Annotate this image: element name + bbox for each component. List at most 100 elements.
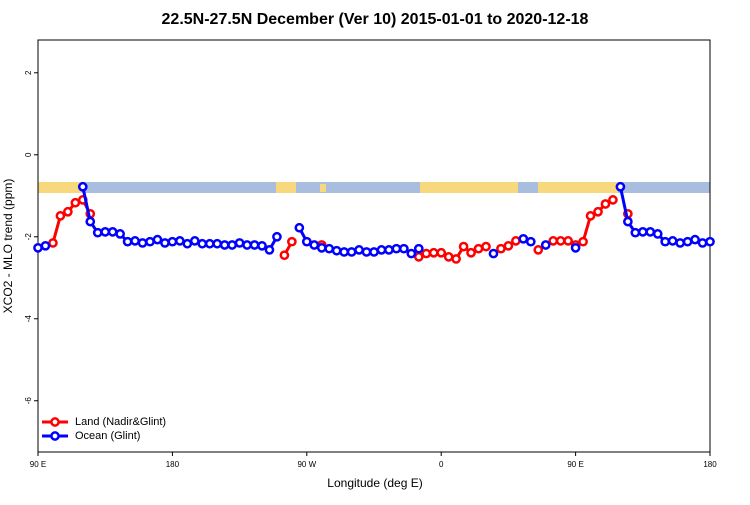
data-point (413, 252, 424, 262)
data-point (570, 242, 581, 253)
data-point (152, 234, 163, 245)
data-point (107, 227, 118, 237)
x-tick-label: 0 (439, 460, 444, 469)
data-point (458, 241, 469, 252)
data-point (705, 236, 715, 247)
data-point (361, 247, 372, 257)
x-tick-label: 180 (703, 460, 717, 469)
data-point (100, 227, 111, 237)
x-tick-label: 90 W (297, 460, 316, 469)
data-point (309, 240, 320, 250)
series (33, 181, 715, 259)
legend-marker (50, 417, 60, 427)
data-point (331, 245, 342, 256)
data-point (697, 238, 708, 248)
data-point (563, 236, 573, 246)
data-point (115, 229, 125, 239)
y-tick-label: 0 (24, 152, 33, 157)
legend-marker (50, 431, 60, 441)
data-point (167, 236, 178, 247)
data-point (33, 242, 43, 253)
data-point (316, 242, 327, 253)
data-point (466, 247, 476, 258)
data-point (608, 195, 618, 205)
data-point (578, 236, 588, 247)
data-point (55, 211, 66, 221)
data-point (682, 236, 693, 247)
data-point (548, 236, 559, 246)
data-point (137, 238, 148, 248)
data-point (242, 240, 252, 250)
data-point (436, 247, 447, 258)
land-strip (276, 182, 296, 193)
data-point (182, 238, 193, 249)
data-point (511, 236, 521, 246)
y-tick-label: 2 (24, 70, 33, 75)
data-point (197, 238, 208, 249)
data-point (175, 236, 185, 246)
data-point (428, 247, 439, 258)
y-tick-label: -2 (24, 233, 33, 241)
legend: Land (Nadir&Glint) Ocean (Glint) (42, 416, 166, 442)
data-point (354, 245, 364, 255)
data-point (593, 206, 603, 217)
data-point (675, 238, 685, 248)
y-axis-label: XCO2 - MLO trend (ppm) (1, 179, 15, 314)
data-point (145, 236, 155, 247)
data-point (212, 238, 223, 249)
data-point (384, 245, 394, 255)
data-point (623, 216, 633, 227)
x-tick-label: 180 (166, 460, 180, 469)
ocean-strip (38, 182, 710, 193)
x-tick-label: 90 E (567, 460, 583, 469)
data-point (92, 227, 103, 238)
map-strip (38, 182, 710, 193)
data-point (249, 240, 260, 250)
data-point (219, 240, 230, 250)
data-point (540, 240, 551, 250)
data-point (533, 245, 544, 255)
data-point (518, 233, 529, 244)
data-point (339, 247, 349, 257)
land-strip (38, 182, 82, 193)
legend-label: Land (Nadir&Glint) (75, 416, 166, 428)
x-tick-label: 90 E (30, 460, 46, 469)
data-point (376, 245, 387, 255)
data-point (122, 236, 133, 247)
land-strip (320, 184, 326, 192)
data-point (630, 227, 641, 238)
data-point (77, 181, 88, 192)
y-tick-label: -6 (24, 397, 33, 405)
data-point (413, 243, 424, 254)
data-point (40, 240, 51, 251)
chart-title: 22.5N-27.5N December (Ver 10) 2015-01-01… (162, 11, 589, 28)
data-point (690, 234, 700, 245)
data-point (391, 243, 402, 254)
data-point (272, 231, 282, 242)
data-point (451, 254, 461, 264)
data-point (294, 222, 305, 233)
data-point (48, 238, 58, 248)
data-point (481, 241, 491, 252)
data-point (473, 243, 484, 254)
data-point (652, 229, 663, 239)
y-tick-label: -4 (24, 315, 33, 323)
data-point (667, 236, 678, 246)
data-point (234, 238, 245, 248)
data-point (279, 250, 290, 261)
data-point (160, 238, 170, 248)
data-point (585, 211, 596, 221)
data-point (369, 247, 379, 257)
data-point (645, 227, 656, 237)
data-point (70, 197, 81, 208)
data-point (406, 248, 417, 259)
data-point (130, 236, 140, 246)
data-point (615, 181, 626, 192)
data-point (264, 245, 275, 255)
data-point (488, 248, 499, 259)
data-point (63, 206, 73, 217)
data-point (637, 227, 648, 237)
data-point (555, 236, 566, 246)
data-point (227, 240, 237, 250)
